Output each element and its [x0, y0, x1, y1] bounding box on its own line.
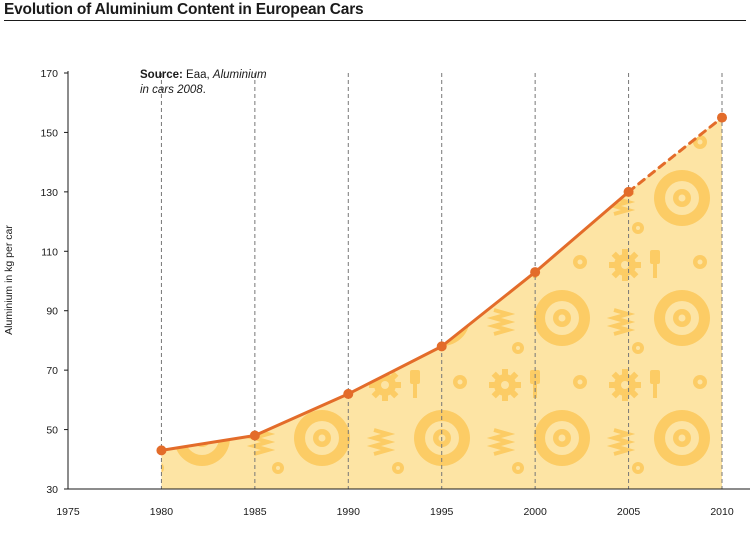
data-point: [436, 341, 447, 352]
source-italic-line2: in cars 2008: [140, 84, 203, 96]
y-tick-label: 50: [46, 425, 58, 437]
x-tick-label: 2000: [523, 506, 547, 518]
line-layer: [159, 116, 724, 452]
data-point: [343, 388, 354, 399]
y-tick-label: 130: [40, 187, 58, 199]
data-point: [156, 445, 167, 456]
source-trailing: .: [202, 84, 206, 96]
area-pattern: [161, 117, 722, 490]
x-tick-label: 1990: [337, 506, 361, 518]
point-layer: [156, 112, 727, 456]
chart-title: Evolution of Aluminium Content in Europe…: [4, 0, 746, 21]
y-tick-label: 70: [46, 365, 58, 377]
y-tick-label: 170: [40, 68, 58, 80]
source-italic-line1: Aluminium: [212, 69, 267, 81]
axis-layer: 30 50 70 90 110 130 150 170 1975 1980 1985 1990 1995…: [40, 68, 750, 518]
series-segment-dashed: [627, 116, 724, 194]
x-tick-label: 1975: [56, 506, 80, 518]
series-segment: [159, 434, 257, 452]
area-layer: [161, 117, 722, 490]
source-label: Source:: [140, 69, 183, 81]
series-segment: [440, 270, 537, 348]
x-tick-label: 2005: [617, 506, 641, 518]
source-text: Eaa,: [186, 69, 210, 81]
data-point: [717, 112, 727, 123]
y-tick-label: 150: [40, 127, 58, 139]
series-segment: [346, 344, 444, 396]
series-segment: [533, 190, 631, 274]
y-tick-label: 90: [46, 306, 58, 318]
data-point: [623, 186, 634, 197]
y-tick-label: 110: [41, 246, 58, 258]
source-note: Source: Eaa, Aluminium in cars 2008.: [140, 68, 267, 98]
y-axis-label: Aluminium in kg per car: [3, 225, 15, 335]
y-tick-label: 30: [46, 484, 58, 496]
series-segment: [253, 392, 350, 438]
grid-layer: [160, 73, 723, 489]
x-tick-label: 1995: [430, 506, 454, 518]
data-point: [249, 430, 260, 441]
x-tick-label: 1980: [150, 506, 174, 518]
x-tick-label: 2010: [710, 506, 734, 518]
x-tick-label: 1985: [243, 506, 267, 518]
data-point: [530, 267, 541, 278]
